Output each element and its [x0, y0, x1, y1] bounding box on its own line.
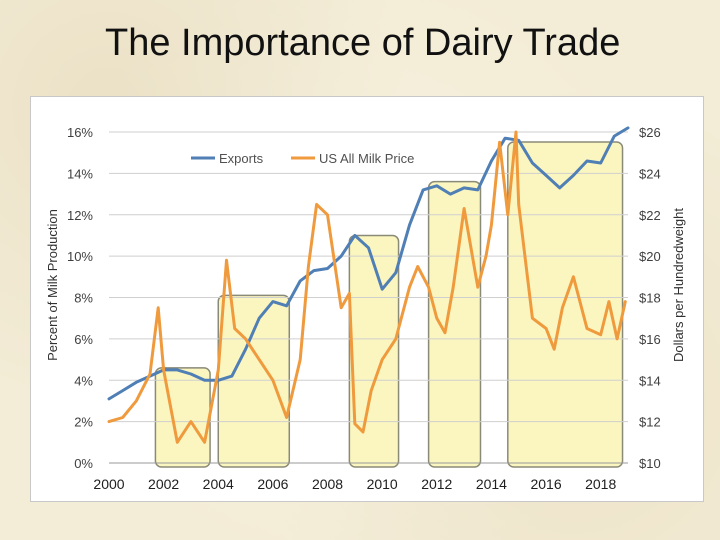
x-tick-label: 2002: [148, 476, 179, 492]
y-right-tick-label: $22: [639, 208, 661, 223]
y-left-tick-label: 14%: [67, 166, 93, 181]
y-right-tick-label: $26: [639, 125, 661, 140]
x-tick-label: 2006: [257, 476, 288, 492]
x-tick-label: 2018: [585, 476, 616, 492]
series-line-exports: [107, 126, 630, 401]
legend-exports-label: Exports: [219, 151, 264, 166]
x-tick-label: 2014: [476, 476, 507, 492]
y-right-tick-label: $10: [639, 456, 661, 471]
dairy-trade-chart: 0% 2% 4% 6% 8% 10% 12% 14% 16% $10 $12 $14 $16 $18 $2…: [45, 125, 686, 492]
y-right-tick-label: $12: [639, 415, 661, 430]
y-left-tick-label: 6%: [74, 332, 93, 347]
chart-panel: 0% 2% 4% 6% 8% 10% 12% 14% 16% $10 $12 $14 $16 $18 $2…: [30, 96, 704, 502]
y-left-tick-labels: 0% 2% 4% 6% 8% 10% 12% 14% 16%: [67, 125, 93, 471]
highlight-period-2: [217, 294, 291, 468]
y-left-tick-label: 12%: [67, 208, 93, 223]
x-tick-label: 2000: [93, 476, 124, 492]
x-tick-label: 2012: [421, 476, 452, 492]
x-tick-labels: 2000 2002 2004 2006 2008 2010 2012 2014 2016 2018: [93, 476, 616, 492]
series-line-us-all-milk-price: [107, 130, 627, 444]
y-left-tick-label: 2%: [74, 415, 93, 430]
y-left-tick-label: 8%: [74, 291, 93, 306]
y-right-tick-label: $24: [639, 166, 661, 181]
legend-milk-price-label: US All Milk Price: [319, 151, 414, 166]
series-lines: [107, 126, 630, 444]
y-left-tick-label: 0%: [74, 456, 93, 471]
highlight-period-5: [507, 141, 624, 468]
y-right-axis-title: Dollars per Hundredweight: [671, 208, 686, 362]
y-right-tick-labels: $10 $12 $14 $16 $18 $20 $22 $24 $26: [639, 125, 661, 471]
y-right-tick-label: $14: [639, 373, 661, 388]
y-left-tick-label: 4%: [74, 373, 93, 388]
x-tick-label: 2004: [203, 476, 234, 492]
x-tick-label: 2008: [312, 476, 343, 492]
y-left-tick-label: 16%: [67, 125, 93, 140]
highlight-period-1: [154, 367, 211, 468]
x-tick-label: 2016: [530, 476, 561, 492]
highlight-period-4: [427, 180, 482, 468]
gridlines: [109, 131, 628, 423]
highlight-period-3: [348, 234, 400, 468]
highlight-periods: [154, 141, 624, 468]
x-tick-label: 2010: [367, 476, 398, 492]
y-left-tick-label: 10%: [67, 249, 93, 264]
y-right-tick-label: $18: [639, 291, 661, 306]
y-left-axis-title: Percent of Milk Production: [45, 209, 60, 361]
slide-title: The Importance of Dairy Trade: [105, 22, 621, 64]
y-right-tick-label: $20: [639, 249, 661, 264]
y-right-tick-label: $16: [639, 332, 661, 347]
